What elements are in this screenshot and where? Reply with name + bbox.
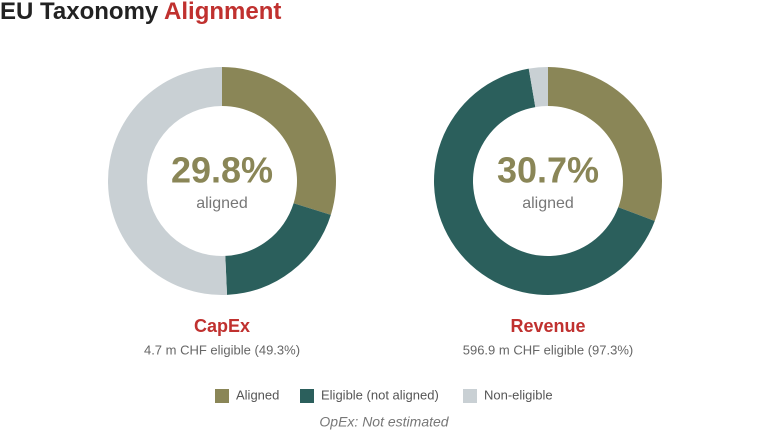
footnote: OpEx: Not estimated [319,414,449,430]
chart-title: CapEx [194,316,250,336]
legend-label: Non-eligible [484,387,553,402]
legend-swatch [300,389,314,403]
title-highlight: Alignment [164,0,281,25]
legend-swatch [463,389,477,403]
center-value: 30.7% [497,150,599,191]
legend-swatch [215,389,229,403]
legend-label: Eligible (not aligned) [321,387,439,402]
donut-segment [108,67,228,295]
donut-segment [222,67,336,215]
center-caption: aligned [522,195,574,212]
center-caption: aligned [196,195,248,212]
chart-subtitle: 4.7 m CHF eligible (49.3%) [144,342,300,357]
center-value: 29.8% [171,150,273,191]
donut-segment [225,203,331,295]
donut-segment [548,67,663,221]
chart-subtitle: 596.9 m CHF eligible (97.3%) [463,342,634,357]
title-text: EU Taxonomy [0,0,159,25]
donut-segment [528,67,548,108]
donut-segment [434,68,655,296]
title: EU Taxonomy Alignment [0,0,281,25]
chart-title: Revenue [510,316,585,336]
legend-label: Aligned [236,387,279,402]
